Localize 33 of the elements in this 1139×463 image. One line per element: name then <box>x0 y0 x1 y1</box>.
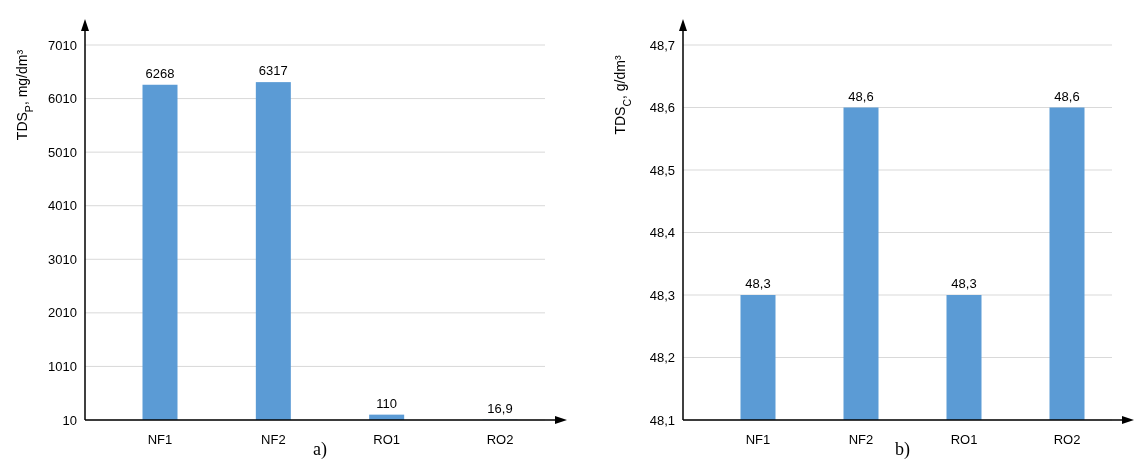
x-tick-label: NF1 <box>147 432 173 447</box>
data-label: 6317 <box>258 63 288 79</box>
x-tick-label: RO2 <box>1053 432 1081 447</box>
x-tick-label: NF2 <box>848 432 874 447</box>
data-label: 6268 <box>145 65 175 81</box>
text: b) <box>895 439 910 460</box>
data-label: 48,6 <box>848 88 874 104</box>
y-tick-label: 2010 <box>48 305 77 321</box>
y-tick-label: 48,1 <box>649 412 675 428</box>
y-tick-label: 3010 <box>48 251 77 267</box>
x-tick-label: RO2 <box>486 432 514 447</box>
y-tick-label: 10 <box>62 412 77 428</box>
x-tick-label: RO1 <box>373 432 401 447</box>
y-tick-label: 6010 <box>48 91 77 107</box>
y-tick-label: 48,6 <box>649 100 675 116</box>
data-label: 16,9 <box>487 400 513 416</box>
text: a) <box>313 439 327 460</box>
y-tick-label: 48,3 <box>649 287 675 303</box>
data-label: 48,3 <box>951 276 977 291</box>
y-tick-label: 4010 <box>48 198 77 214</box>
y-tick-label: 48,2 <box>649 350 675 366</box>
data-label: 110 <box>376 395 398 411</box>
y-tick-label: 7010 <box>48 37 77 53</box>
y-tick-label: 48,4 <box>649 225 675 241</box>
y-tick-label: 5010 <box>48 144 77 160</box>
y-tick-label: 1010 <box>48 358 77 374</box>
data-label: 48,6 <box>1054 88 1080 104</box>
x-tick-label: NF1 <box>745 432 771 447</box>
y-tick-label: 48,7 <box>649 37 675 53</box>
x-tick-label: RO1 <box>950 432 978 447</box>
data-label: 48,3 <box>745 276 771 291</box>
y-tick-label: 48,5 <box>649 162 675 178</box>
x-tick-label: NF2 <box>261 432 286 447</box>
